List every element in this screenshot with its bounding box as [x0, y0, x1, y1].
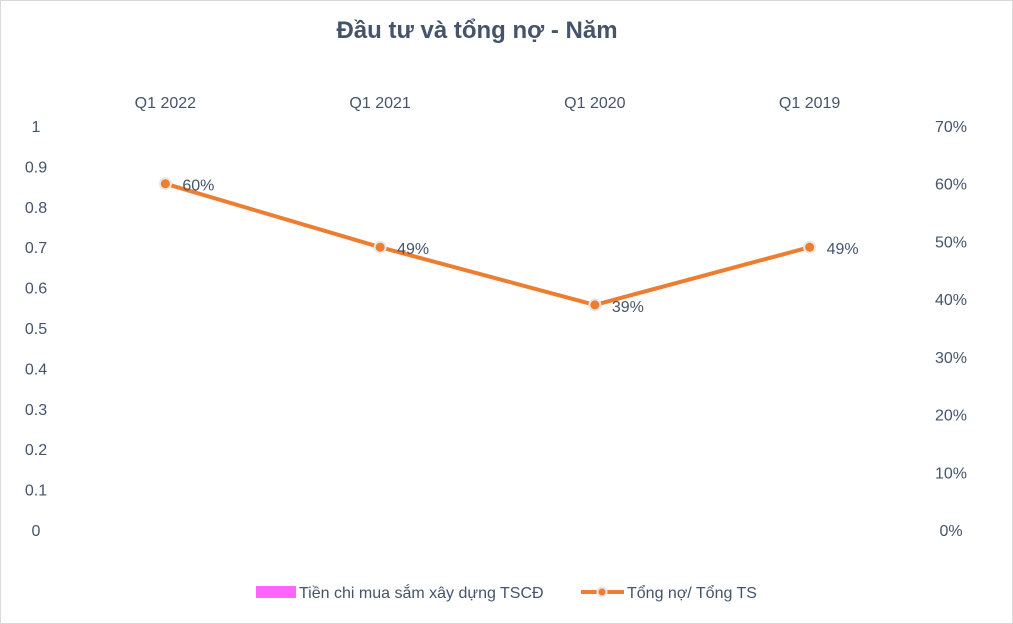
left-y-tick-label: 0.8 [25, 200, 47, 217]
data-label: 49% [397, 241, 429, 258]
left-y-tick-label: 0 [32, 523, 41, 540]
left-y-tick-label: 0.6 [25, 281, 47, 298]
data-point [588, 298, 602, 312]
x-tick-label: Q1 2020 [564, 95, 625, 112]
x-tick-label: Q1 2019 [779, 95, 840, 112]
right-y-tick-label: 20% [935, 408, 967, 425]
chart-title: Đầu tư và tổng nợ - Năm [336, 17, 617, 44]
legend-marker [596, 586, 608, 598]
data-point [158, 177, 172, 191]
x-tick-label: Q1 2021 [349, 95, 410, 112]
legend-swatch-bar [256, 586, 296, 598]
data-label: 49% [827, 241, 859, 258]
data-label: 60% [182, 178, 214, 195]
left-y-tick-label: 0.2 [25, 442, 47, 459]
legend-label-bar: Tiền chi mua sắm xây dựng TSCĐ [299, 583, 544, 602]
right-y-tick-label: 40% [935, 292, 967, 309]
left-y-tick-label: 0.3 [25, 402, 47, 419]
left-y-tick-label: 0.4 [25, 361, 47, 378]
right-y-tick-label: 60% [935, 177, 967, 194]
right-y-tick-label: 10% [935, 465, 967, 482]
right-y-tick-label: 70% [935, 119, 967, 136]
data-point [373, 240, 387, 254]
series-line [164, 181, 811, 307]
left-y-tick-label: 0.5 [25, 321, 47, 338]
x-tick-label: Q1 2022 [135, 95, 196, 112]
left-y-tick-label: 0.7 [25, 240, 47, 257]
left-y-tick-label: 0.9 [25, 159, 47, 176]
right-y-tick-label: 50% [935, 234, 967, 251]
left-y-tick-label: 0.1 [25, 483, 47, 500]
left-y-tick-label: 1 [32, 119, 41, 136]
data-point [803, 240, 817, 254]
data-label: 39% [612, 299, 644, 316]
legend-label-line: Tổng nợ/ Tổng TS [627, 584, 757, 602]
legend: Tiền chi mua sắm xây dựng TSCĐ Tổng nợ/ … [256, 583, 757, 602]
right-y-tick-label: 30% [935, 350, 967, 367]
right-y-tick-label: 0% [939, 523, 962, 540]
